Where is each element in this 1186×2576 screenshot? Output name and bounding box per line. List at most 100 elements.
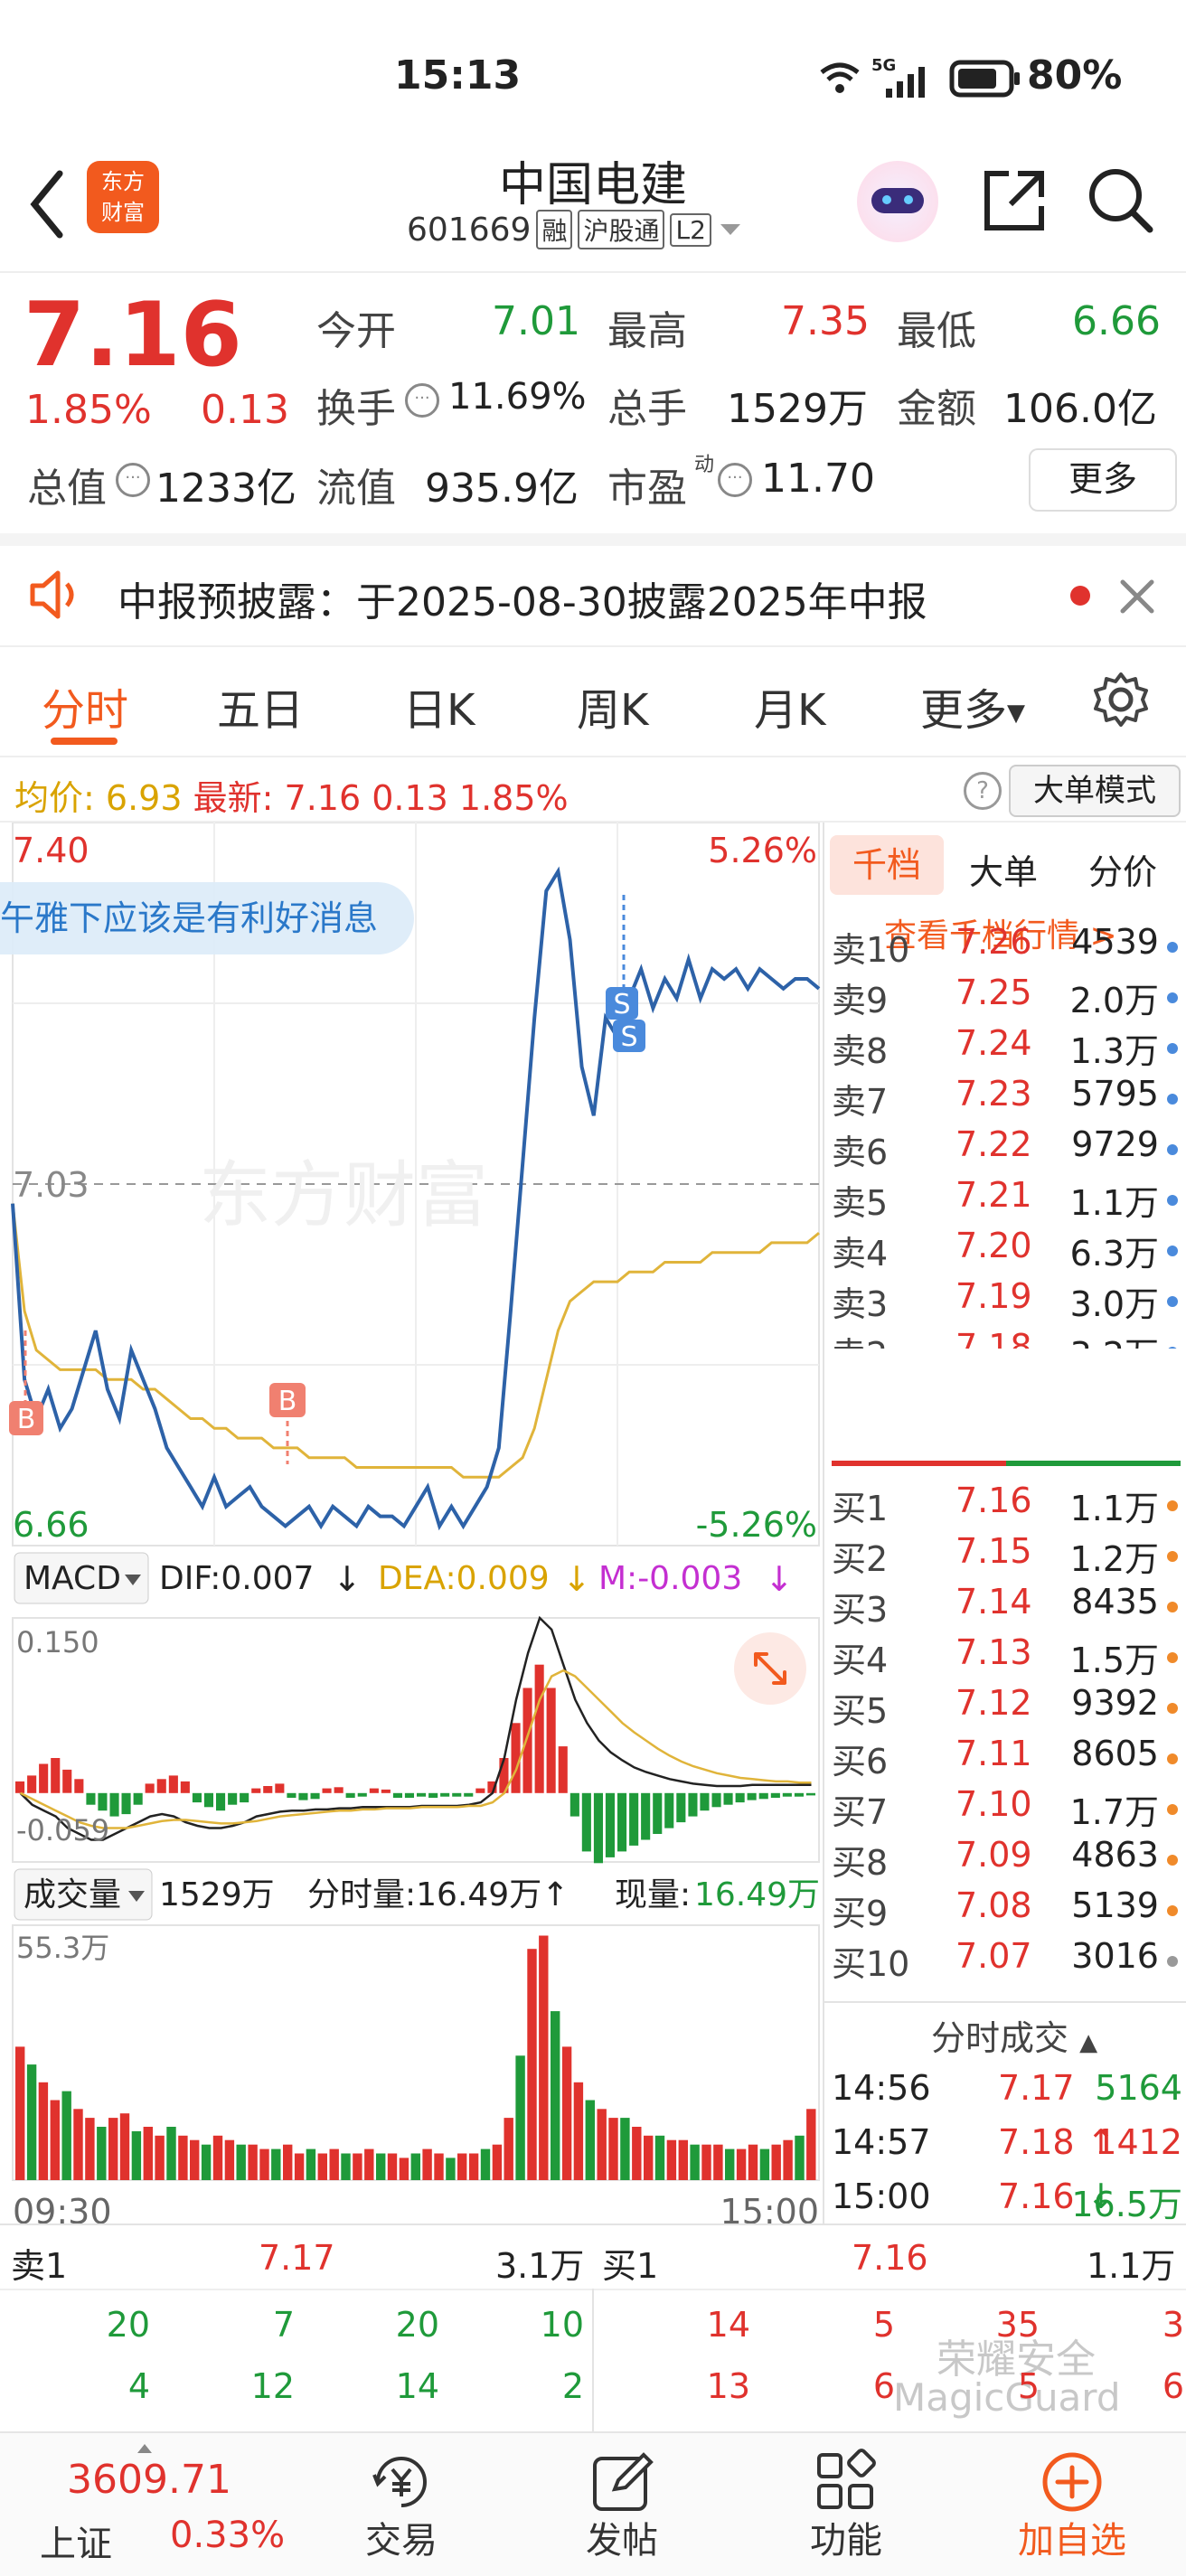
back-icon[interactable]: [24, 168, 69, 240]
volume-bar: [259, 2148, 269, 2180]
volume-label: 总手: [607, 386, 687, 432]
ask-row[interactable]: 卖6 7.22 9729: [824, 1124, 1181, 1175]
ask-level: 卖2: [832, 1327, 888, 1349]
bid-row[interactable]: 买10 7.07 3016: [824, 1936, 1181, 1987]
magicguard-watermark-cn: 荣耀安全: [937, 2336, 1096, 2383]
tab-thousand-level[interactable]: 千档: [830, 835, 944, 895]
trades-title[interactable]: 分时成交 ▲: [931, 2010, 1097, 2060]
macd-bar: [322, 1788, 332, 1793]
volume-bar: [73, 2109, 83, 2180]
latest-change: 0.13: [372, 778, 448, 818]
bid-row[interactable]: 买4 7.13 1.5万: [824, 1632, 1181, 1683]
nav-functions[interactable]: 功能: [756, 2433, 937, 2576]
macd-bar: [345, 1792, 355, 1798]
bid-row[interactable]: 买5 7.12 9392: [824, 1683, 1181, 1734]
macd-m: M:-0.003: [598, 1560, 742, 1597]
help-icon[interactable]: ?: [964, 772, 1002, 810]
ask-row[interactable]: 卖10 7.26 4539: [824, 922, 1181, 973]
amount-value: 106.0亿: [1003, 386, 1157, 432]
macd-chart[interactable]: 0.150 -0.059: [12, 1615, 820, 1864]
info-icon[interactable]: ···: [116, 463, 150, 497]
index-ticker[interactable]: 3609.71 上证 0.33%: [36, 2433, 307, 2576]
bid-dot: [1167, 1652, 1178, 1663]
unread-dot: [1070, 586, 1090, 606]
bid-level: 买1: [832, 1489, 889, 1528]
macd-bar: [534, 1664, 544, 1793]
ask-row[interactable]: 卖7 7.23 5795: [824, 1074, 1181, 1124]
buy-marker[interactable]: [269, 1383, 306, 1417]
info-icon[interactable]: ···: [405, 383, 439, 418]
macd-bar: [203, 1792, 213, 1808]
nav-trade[interactable]: 交易: [311, 2433, 492, 2576]
low-label: 最低: [897, 308, 976, 354]
bid-level: 买6: [832, 1742, 889, 1782]
battery-level: 80%: [1027, 52, 1123, 99]
robot-avatar-icon[interactable]: [857, 161, 938, 242]
nav-post[interactable]: 发帖: [532, 2433, 712, 2576]
nav-add-watchlist[interactable]: 加自选: [982, 2433, 1162, 2576]
notice-bar[interactable]: 中报预披露：于2025-08-30披露2025年中报: [0, 546, 1186, 647]
settings-gear-icon[interactable]: [1092, 671, 1150, 729]
sell-marker[interactable]: [606, 987, 638, 1020]
macd-bar: [688, 1792, 698, 1817]
volume-bar: [666, 2139, 677, 2180]
macd-selector[interactable]: [14, 1552, 149, 1604]
bid-row[interactable]: 买1 7.16 1.1万: [824, 1481, 1181, 1531]
bid-row[interactable]: 买8 7.09 4863: [824, 1835, 1181, 1885]
comment-bubble[interactable]: 午雅下应该是有利好消息: [0, 882, 415, 954]
tab-daily-k[interactable]: 日K: [403, 685, 475, 736]
intraday-chart[interactable]: 东方财富 7.40 5.26% 7.03 6.66 -5.26% B B S S: [9, 823, 821, 1547]
speaker-icon: [30, 570, 74, 619]
ask-row[interactable]: 卖3 7.19 3.0万: [824, 1276, 1181, 1327]
bid-volume: 1.2万: [1069, 1539, 1159, 1579]
bid-row[interactable]: 买9 7.08 5139: [824, 1885, 1181, 1936]
ask-volume: 3.0万: [1069, 1284, 1159, 1324]
price-summary-bar: 均价: 6.93 最新: 7.16 0.13 1.85% ? 大单模式: [0, 757, 1186, 823]
volume-bar: [597, 2109, 607, 2180]
search-icon[interactable]: [1085, 165, 1157, 237]
tab-price-distribution[interactable]: 分价: [1088, 852, 1158, 892]
view-thousand-level-link[interactable]: 查看千档行情 >: [884, 917, 1117, 954]
tab-big-order[interactable]: 大单: [969, 852, 1039, 892]
queue-order: 10: [540, 2305, 584, 2345]
ask-row[interactable]: 卖5 7.21 1.1万: [824, 1175, 1181, 1226]
more-button[interactable]: 更多: [1029, 448, 1177, 512]
eastmoney-logo[interactable]: 东方 财富: [87, 161, 159, 233]
stock-code-row: 601669 融 沪股通 L2: [407, 210, 744, 249]
bid-row[interactable]: 买3 7.14 8435: [824, 1582, 1181, 1632]
tab-weekly-k[interactable]: 周K: [577, 685, 649, 736]
big-order-mode-button[interactable]: 大单模式: [1009, 765, 1181, 817]
tab-five-day[interactable]: 五日: [217, 685, 305, 736]
ask-row[interactable]: 卖8 7.24 1.3万: [824, 1023, 1181, 1074]
ask-row[interactable]: 卖9 7.25 2.0万: [824, 973, 1181, 1023]
bid-row[interactable]: 买7 7.10 1.7万: [824, 1784, 1181, 1835]
tab-intraday[interactable]: 分时: [42, 685, 129, 736]
info-icon[interactable]: ···: [718, 463, 752, 497]
buy-marker[interactable]: [9, 1401, 43, 1435]
down-arrow-icon: ↓: [333, 1559, 362, 1599]
macd-bar: [263, 1786, 273, 1793]
macd-bar: [298, 1792, 308, 1800]
ask-price: 7.24: [955, 1023, 1032, 1063]
tab-monthly-k[interactable]: 月K: [754, 685, 826, 736]
volume-selector[interactable]: [14, 1868, 153, 1921]
volume-bar: [178, 2135, 188, 2180]
share-icon[interactable]: [978, 165, 1050, 237]
divider: [824, 2001, 1186, 2003]
ask-price: 7.26: [955, 922, 1032, 962]
tab-more[interactable]: 更多▼: [920, 674, 1025, 738]
down-arrow-icon: ↓: [562, 1559, 591, 1599]
bid-row[interactable]: 买2 7.15 1.2万: [824, 1531, 1181, 1582]
dropdown-icon[interactable]: [717, 221, 744, 239]
bid-row[interactable]: 买6 7.11 8605: [824, 1734, 1181, 1784]
sell-marker[interactable]: [613, 1020, 645, 1052]
ask-row[interactable]: 卖2 7.18 3.2万: [824, 1327, 1181, 1349]
close-icon[interactable]: [1117, 577, 1157, 616]
ask-row[interactable]: 卖4 7.20 6.3万: [824, 1226, 1181, 1276]
avg-summary: 均价: 6.93 最新: 7.16 0.13 1.85%: [14, 770, 569, 820]
volume-bar: [492, 2144, 503, 2180]
macd-bar: [98, 1792, 108, 1811]
macd-bar: [711, 1792, 721, 1808]
volume-chart[interactable]: 55.3万 09:30 15:00: [12, 1924, 820, 2223]
macd-bar: [428, 1792, 438, 1798]
